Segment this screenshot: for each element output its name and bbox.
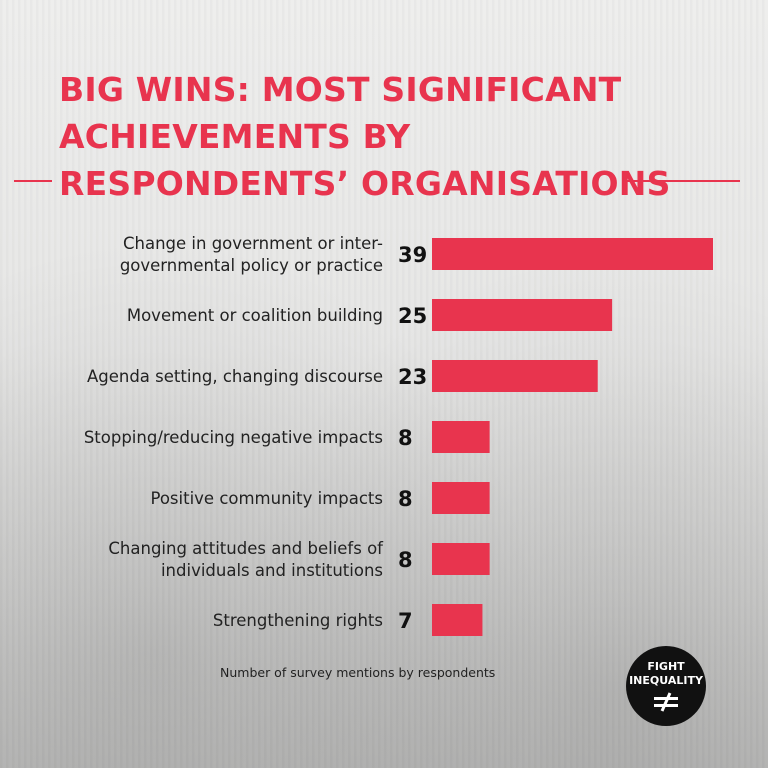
category-label-3-line-0: Stopping/reducing negative impacts xyxy=(84,428,383,447)
category-label-2-line-0: Agenda setting, changing discourse xyxy=(87,367,383,386)
category-label-1-line-0: Movement or coalition building xyxy=(127,306,383,325)
category-label-4: Positive community impacts xyxy=(150,489,383,508)
category-label-1: Movement or coalition building xyxy=(127,306,383,325)
value-label-1: 25 xyxy=(398,304,427,328)
category-label-0-line-0: Change in government or inter- xyxy=(123,234,383,253)
chart-title: BIG WINS: MOST SIGNIFICANT ACHIEVEMENTS … xyxy=(59,66,699,207)
badge-line-1: FIGHT xyxy=(647,660,685,673)
category-label-5-line-0: Changing attitudes and beliefs of xyxy=(108,539,384,558)
category-label-0-line-1: governmental policy or practice xyxy=(120,256,383,275)
bar-1 xyxy=(432,299,613,331)
x-axis-label: Number of survey mentions by respondents xyxy=(220,665,496,680)
value-label-2: 23 xyxy=(398,365,427,389)
category-label-6-line-0: Strengthening rights xyxy=(213,611,383,630)
title-line-3: RESPONDENTS’ ORGANISATIONS xyxy=(59,164,671,203)
category-label-3: Stopping/reducing negative impacts xyxy=(84,428,383,447)
bar-4 xyxy=(432,482,490,514)
bar-5 xyxy=(432,543,490,575)
value-label-4: 8 xyxy=(398,487,413,511)
title-rule-right xyxy=(622,180,740,182)
value-label-6: 7 xyxy=(398,609,413,633)
category-label-0: Change in government or inter-government… xyxy=(120,234,383,275)
badge-line-2: INEQUALITY xyxy=(629,674,703,687)
category-label-5: Changing attitudes and beliefs of individ… xyxy=(108,539,384,580)
title-rule-left xyxy=(14,180,52,182)
value-label-3: 8 xyxy=(398,426,413,450)
category-label-5-line-1: individuals and institutions xyxy=(161,561,383,580)
bar-0 xyxy=(432,238,713,270)
category-label-6: Strengthening rights xyxy=(213,611,383,630)
title-line-1: BIG WINS: MOST SIGNIFICANT xyxy=(59,70,622,109)
category-label-2: Agenda setting, changing discourse xyxy=(87,367,383,386)
fight-inequality-badge: FIGHT INEQUALITY xyxy=(626,646,706,726)
category-label-4-line-0: Positive community impacts xyxy=(150,489,383,508)
title-line-2: ACHIEVEMENTS BY xyxy=(59,117,411,156)
not-equal-icon xyxy=(654,692,678,712)
bar-6 xyxy=(432,604,483,636)
bar-2 xyxy=(432,360,598,392)
bar-3 xyxy=(432,421,490,453)
value-label-0: 39 xyxy=(398,243,427,267)
value-label-5: 8 xyxy=(398,548,413,572)
